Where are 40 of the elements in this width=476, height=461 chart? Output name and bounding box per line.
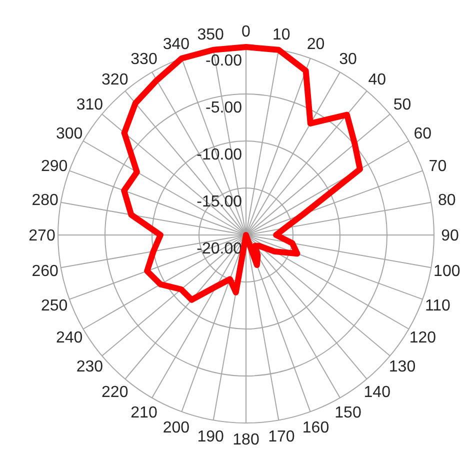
spoke-label: 90 [441,228,459,245]
y-tick-label: -0.00 [206,52,242,70]
spoke-label: 110 [424,297,451,314]
spoke-label: 160 [302,419,330,436]
spoke-label: 320 [102,71,128,88]
spoke-label: 0 [242,24,251,41]
spoke-label: 280 [32,192,59,210]
spoke-label: 260 [32,263,59,280]
spoke-label: 50 [393,96,412,114]
spoke-label: 70 [428,158,447,175]
spoke-label: 350 [197,26,224,44]
spoke-label: 170 [268,428,295,446]
y-tick-label: -5.00 [206,99,242,116]
y-tick-label: -10.00 [196,146,242,164]
spoke-label: 330 [130,50,158,68]
spoke-label: 230 [76,358,104,376]
spoke-label: 310 [76,96,104,114]
spoke-label: 300 [56,126,83,143]
spoke-label: 200 [162,419,190,436]
spoke-label: 240 [56,330,83,347]
spoke-label: 210 [130,404,158,422]
spoke-label: 60 [414,126,432,143]
spoke-label: 180 [232,432,260,449]
spoke-label: 40 [368,71,386,88]
spoke-label: 340 [162,36,190,53]
spoke-label: 140 [364,384,391,401]
spoke-label: 120 [409,330,436,347]
spoke-label: 270 [28,228,56,245]
y-tick-label: -15.00 [196,193,242,210]
spoke-label: 290 [40,158,68,175]
spoke-label: 20 [306,36,325,53]
spoke-label: 190 [197,428,224,446]
spoke-label: 220 [102,384,128,401]
spoke-label: 150 [334,404,362,422]
spoke-label: 30 [339,50,357,68]
spoke-label: 130 [388,358,416,376]
spoke-label: 80 [438,192,456,210]
spoke-label: 100 [434,263,460,280]
spoke-label: 10 [272,26,290,44]
spoke-label: 250 [40,297,68,314]
